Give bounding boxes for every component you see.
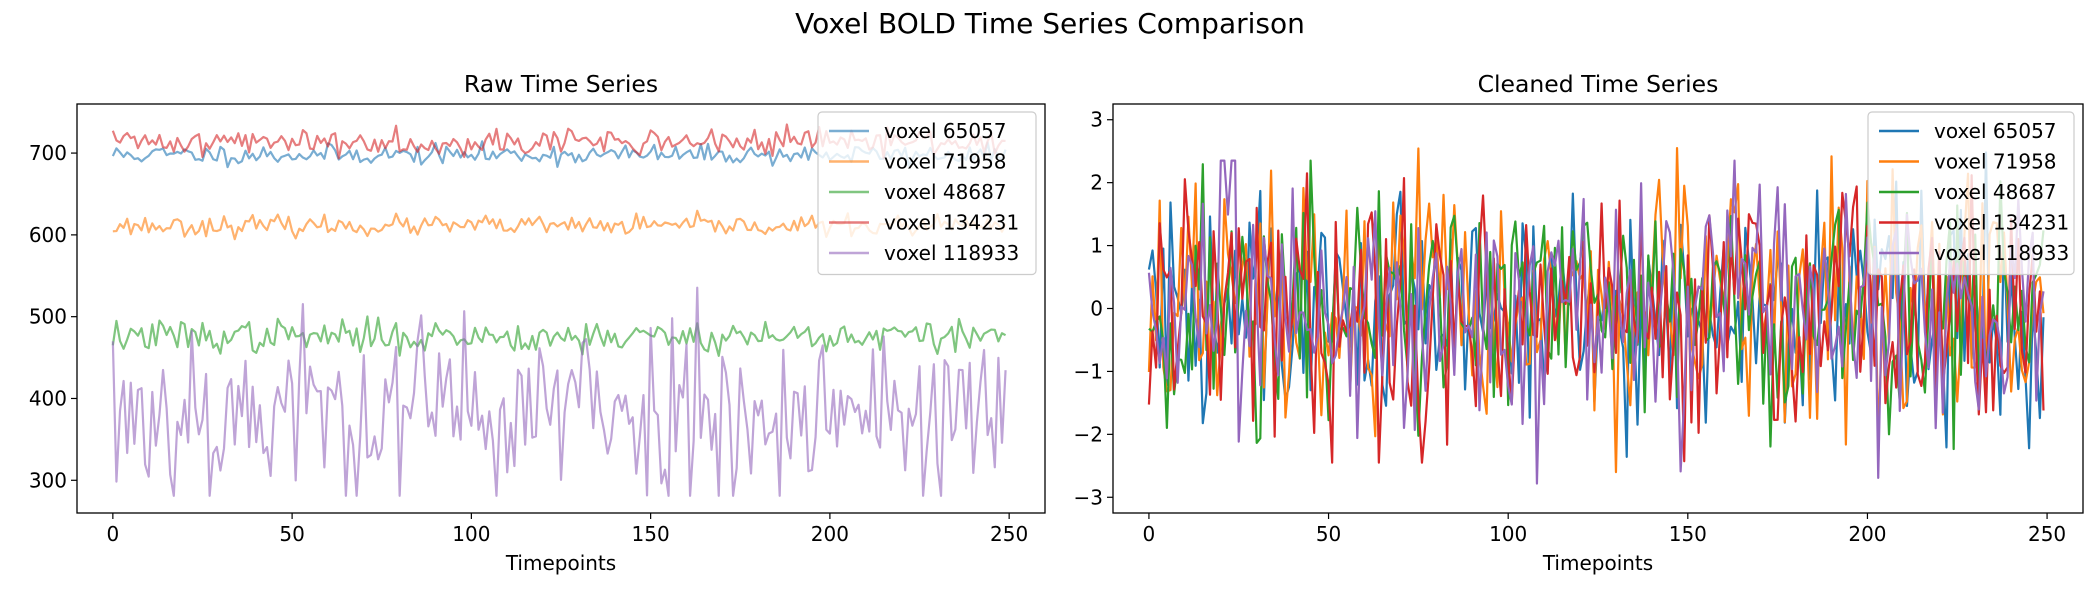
- y-tick-label: −1: [1074, 359, 1103, 383]
- x-axis-label: Timepoints: [1542, 551, 1653, 575]
- legend-label-voxel-134231: voxel 134231: [1934, 211, 2069, 235]
- legend-label-voxel-134231: voxel 134231: [884, 211, 1019, 235]
- legend-label-voxel-48687: voxel 48687: [884, 180, 1007, 204]
- y-tick-label: 3: [1090, 108, 1103, 132]
- series-line-voxel-48687: [111, 315, 1007, 357]
- y-tick-label: 700: [29, 141, 67, 165]
- x-tick-label: 0: [106, 522, 119, 546]
- legend: voxel 65057 voxel 71958 voxel 48687 voxel 1…: [817, 111, 1037, 276]
- y-tick-label: 500: [29, 305, 67, 329]
- x-tick-label: 50: [279, 522, 304, 546]
- x-axis-label: Timepoints: [505, 551, 616, 575]
- x-tick-label: 150: [632, 522, 670, 546]
- y-tick-label: 400: [29, 386, 67, 410]
- x-tick-label: 150: [1669, 522, 1707, 546]
- legend-label-voxel-71958: voxel 71958: [884, 150, 1007, 174]
- legend-label-voxel-118933: voxel 118933: [1934, 241, 2069, 265]
- y-tick-label: 2: [1090, 171, 1103, 195]
- panel-title: Cleaned Time Series: [1478, 70, 1719, 98]
- figure-suptitle: Voxel BOLD Time Series Comparison: [795, 7, 1305, 40]
- legend-label-voxel-65057: voxel 65057: [884, 119, 1007, 143]
- legend-label-voxel-118933: voxel 118933: [884, 241, 1019, 265]
- cleaned-time-series-panel: Cleaned Time Series 0 50 100 150 200 250 −3 −2 −1…: [1074, 70, 2084, 575]
- legend: voxel 65057 voxel 71958 voxel 48687 voxel 1…: [1867, 111, 2075, 276]
- x-tick-label: 100: [1489, 522, 1527, 546]
- y-tick-label: −2: [1074, 422, 1103, 446]
- y-tick-label: 0: [1090, 297, 1103, 321]
- legend-label-voxel-48687: voxel 48687: [1934, 180, 2057, 204]
- y-tick-label: 1: [1090, 234, 1103, 258]
- x-tick-label: 250: [2028, 522, 2066, 546]
- panel-title: Raw Time Series: [464, 70, 658, 98]
- x-tick-label: 0: [1143, 522, 1156, 546]
- x-tick-label: 200: [811, 522, 849, 546]
- legend-box: [1867, 111, 2075, 276]
- x-tick-label: 100: [452, 522, 490, 546]
- legend-box: [817, 111, 1037, 276]
- legend-label-voxel-65057: voxel 65057: [1934, 119, 2057, 143]
- x-tick-label: 50: [1316, 522, 1341, 546]
- y-tick-label: 600: [29, 223, 67, 247]
- x-tick-label: 250: [990, 522, 1028, 546]
- y-tick-label: 300: [29, 468, 67, 492]
- series-line-voxel-118933: [111, 286, 1007, 497]
- y-tick-label: −3: [1074, 485, 1103, 509]
- x-tick-label: 200: [1848, 522, 1886, 546]
- axes-frame: [76, 103, 1046, 514]
- legend-label-voxel-71958: voxel 71958: [1934, 150, 2057, 174]
- raw-time-series-panel: Raw Time Series 0 50 100 150 200 250 300 400 500 6…: [29, 70, 1046, 575]
